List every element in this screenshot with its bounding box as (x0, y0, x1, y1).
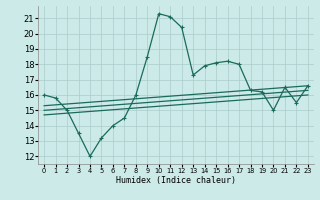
X-axis label: Humidex (Indice chaleur): Humidex (Indice chaleur) (116, 176, 236, 185)
